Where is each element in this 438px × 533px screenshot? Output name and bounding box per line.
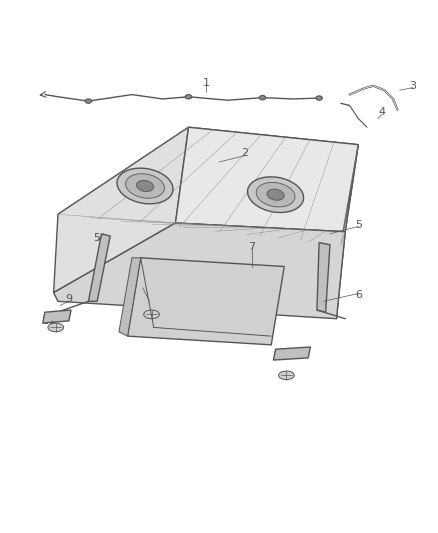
Text: 4: 4	[378, 107, 386, 117]
Polygon shape	[336, 144, 358, 319]
Polygon shape	[127, 258, 284, 345]
Text: 7: 7	[248, 242, 255, 252]
Polygon shape	[176, 127, 358, 232]
Ellipse shape	[256, 182, 295, 207]
Text: 8: 8	[139, 281, 146, 291]
Text: 1: 1	[202, 78, 209, 88]
Ellipse shape	[267, 189, 284, 200]
Ellipse shape	[136, 180, 154, 191]
Ellipse shape	[48, 323, 64, 332]
Ellipse shape	[316, 96, 322, 100]
Text: 5: 5	[94, 233, 101, 243]
Ellipse shape	[279, 371, 294, 379]
Text: 9: 9	[65, 294, 72, 304]
Ellipse shape	[185, 94, 192, 99]
Ellipse shape	[259, 95, 266, 100]
Text: 2: 2	[241, 148, 249, 158]
Ellipse shape	[126, 174, 164, 198]
Ellipse shape	[117, 168, 173, 204]
Polygon shape	[43, 310, 71, 323]
Polygon shape	[53, 223, 345, 319]
Polygon shape	[119, 258, 141, 336]
Ellipse shape	[144, 310, 159, 319]
Polygon shape	[273, 347, 311, 360]
Polygon shape	[88, 234, 110, 301]
Polygon shape	[317, 243, 330, 312]
Ellipse shape	[247, 177, 304, 213]
Polygon shape	[58, 127, 358, 245]
Text: 5: 5	[355, 220, 362, 230]
Text: 3: 3	[409, 81, 416, 91]
Text: 10: 10	[42, 316, 56, 326]
Ellipse shape	[85, 99, 92, 103]
Polygon shape	[53, 127, 188, 293]
Text: 6: 6	[355, 290, 362, 300]
